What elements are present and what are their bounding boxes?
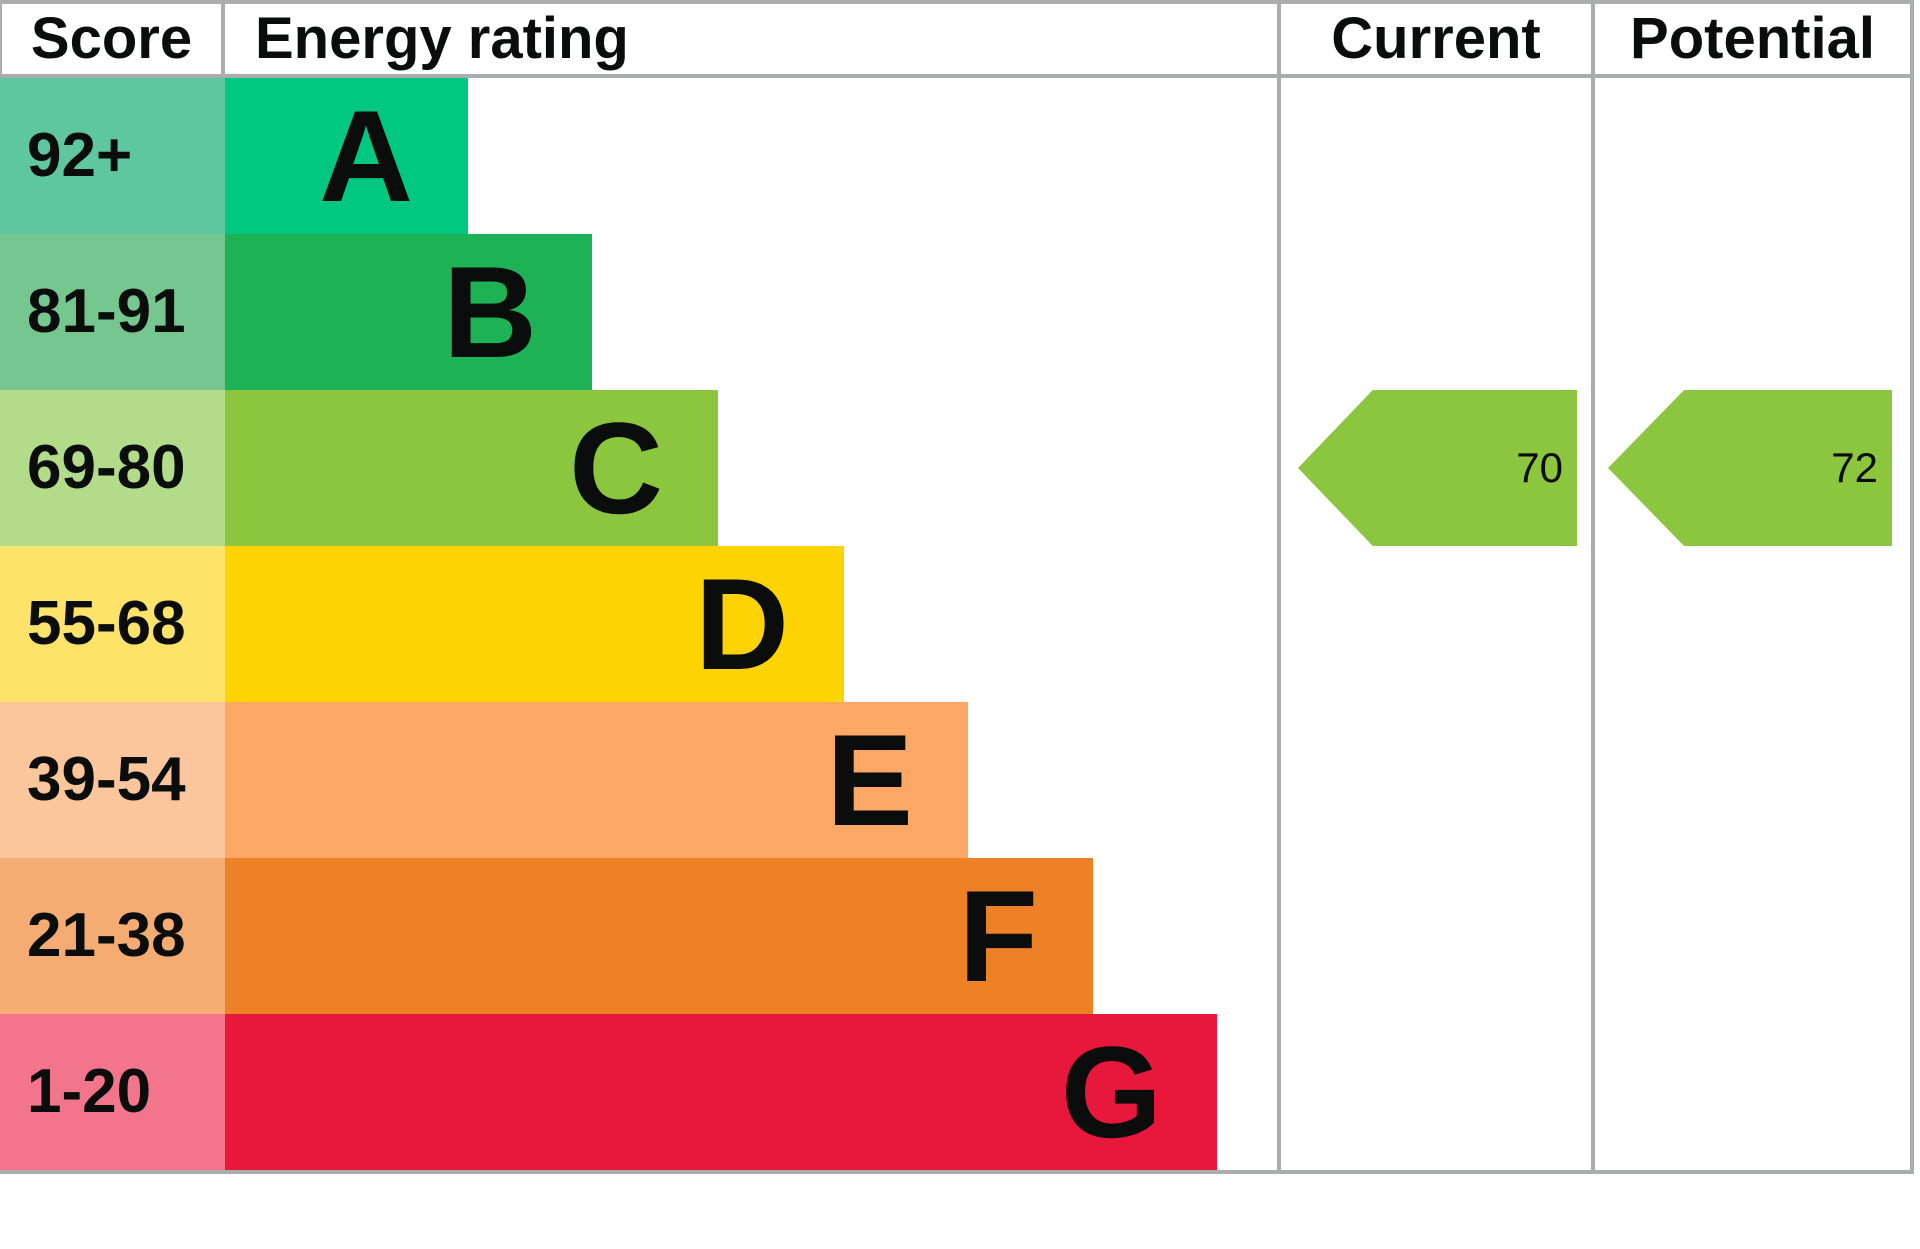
rating-bar-g: G <box>225 1014 1217 1170</box>
score-range-cell-e: 39-54 <box>0 702 225 858</box>
rating-bar-e: E <box>225 702 968 858</box>
score-range-cell-g: 1-20 <box>0 1014 225 1170</box>
rating-band-row-b: 81-91 B <box>0 234 1277 390</box>
table-top-border <box>0 0 1914 4</box>
current-column-divider <box>1277 0 1281 1174</box>
rating-bar-a: A <box>225 78 468 234</box>
potential-column-header: Potential <box>1630 6 1875 71</box>
rating-band-row-d: 55-68 D <box>0 546 1277 702</box>
table-right-border <box>1910 0 1914 1174</box>
rating-band-row-a: 92+ A <box>0 78 1277 234</box>
rating-bar-c: C <box>225 390 718 546</box>
energy-rating-column-header: Energy rating <box>255 6 629 71</box>
header-left-border <box>0 0 2 78</box>
potential-column-divider <box>1591 0 1595 1174</box>
rating-band-row-g: 1-20 G <box>0 1014 1277 1170</box>
score-range-cell-a: 92+ <box>0 78 225 234</box>
current-column-header: Current <box>1331 6 1541 71</box>
rating-bar-d: D <box>225 546 844 702</box>
score-range-cell-f: 21-38 <box>0 858 225 1014</box>
score-range-cell-d: 55-68 <box>0 546 225 702</box>
table-bottom-border <box>0 1170 1914 1174</box>
current-rating-arrow: 70 <box>1298 390 1577 546</box>
potential-rating-arrow: 72 <box>1608 390 1892 546</box>
rating-bar-f: F <box>225 858 1093 1014</box>
score-column-header: Score <box>30 6 193 71</box>
score-range-cell-b: 81-91 <box>0 234 225 390</box>
rating-band-row-f: 21-38 F <box>0 858 1277 1014</box>
score-header-divider <box>221 0 225 78</box>
rating-band-row-e: 39-54 E <box>0 702 1277 858</box>
rating-band-row-c: 69-80 C <box>0 390 1277 546</box>
header-bottom-border <box>0 74 1914 78</box>
score-range-cell-c: 69-80 <box>0 390 225 546</box>
rating-bar-b: B <box>225 234 592 390</box>
